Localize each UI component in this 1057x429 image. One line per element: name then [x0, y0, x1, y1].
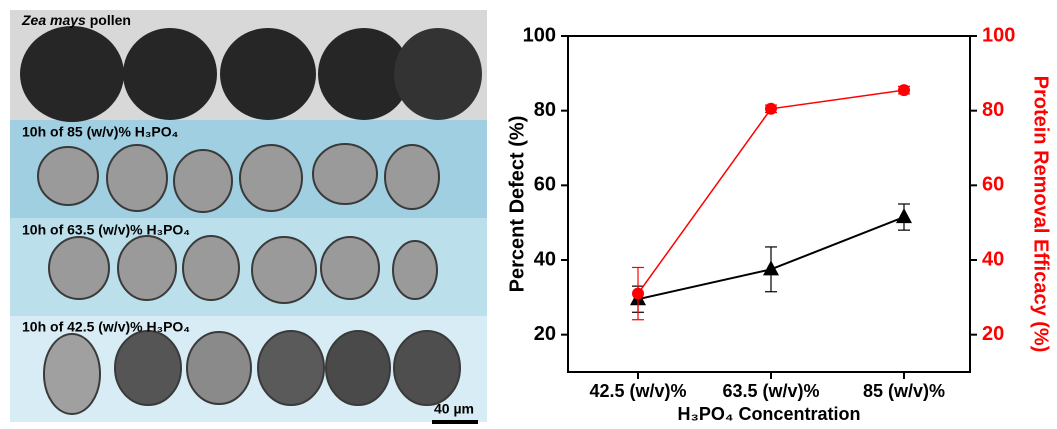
row-label: Zea mays pollen [21, 12, 131, 28]
pollen [220, 28, 316, 120]
x-tick-label: 42.5 (w/v)% [589, 381, 686, 401]
pollen [313, 144, 377, 204]
y-tick-label: 100 [523, 24, 556, 46]
y-tick-label: 40 [534, 248, 556, 270]
pollen [183, 236, 239, 300]
x-axis-title: H₃PO₄ Concentration [678, 404, 861, 424]
pollen [393, 241, 437, 299]
species-name: Zea mays [21, 12, 86, 28]
y-axis-title: Percent Defect (%) [506, 116, 528, 293]
pollen [49, 237, 109, 299]
pollen [321, 237, 379, 299]
data-point [896, 208, 912, 223]
x-tick-label: 63.5 (w/v)% [722, 381, 819, 401]
pollen [394, 331, 460, 405]
pollen [326, 331, 390, 405]
y-tick-label: 60 [534, 174, 556, 196]
row-label: 10h of 63.5 (w/v)% H₃PO₄ [22, 222, 190, 238]
pollen [123, 28, 217, 120]
scale-bar-label: 40 µm [434, 401, 474, 417]
data-point [632, 288, 644, 300]
pollen [174, 150, 232, 212]
pollen [240, 145, 302, 211]
pollen [118, 236, 176, 300]
pollen [385, 145, 439, 209]
pollen [187, 332, 251, 404]
pollen [44, 334, 100, 414]
y2-tick-label: 80 [982, 99, 1004, 121]
pollen [107, 145, 167, 211]
pollen [20, 26, 124, 122]
x-tick-label: 85 (w/v)% [863, 381, 945, 401]
y-tick-label: 80 [534, 99, 556, 121]
label-text: pollen [90, 12, 131, 28]
micrograph-panel: Zea mays pollen 10h of 85 (w/v)% H₃PO₄ 1… [10, 10, 487, 422]
pollen [115, 331, 181, 405]
y2-tick-label: 40 [982, 248, 1004, 270]
data-point [898, 84, 910, 96]
pollen [38, 147, 98, 205]
y2-tick-label: 60 [982, 174, 1004, 196]
row-label: 10h of 42.5 (w/v)% H₃PO₄ [22, 319, 190, 335]
pollen [394, 28, 482, 120]
pollen-row [20, 26, 482, 122]
y-tick-label: 20 [534, 323, 556, 345]
figure: Zea mays pollen 10h of 85 (w/v)% H₃PO₄ 1… [0, 0, 1057, 429]
pollen [252, 237, 316, 303]
row-label: 10h of 85 (w/v)% H₃PO₄ [22, 124, 178, 140]
pollen [258, 331, 324, 405]
y2-axis-title: Protein Removal Efficacy (%) [1030, 76, 1052, 353]
data-point [765, 103, 777, 115]
y2-tick-label: 100 [982, 24, 1015, 46]
chart: 20 40 60 80 100 20 40 60 80 100 42.5 (w/v)% 63.5 (w… [506, 24, 1051, 423]
y2-tick-label: 20 [982, 323, 1004, 345]
